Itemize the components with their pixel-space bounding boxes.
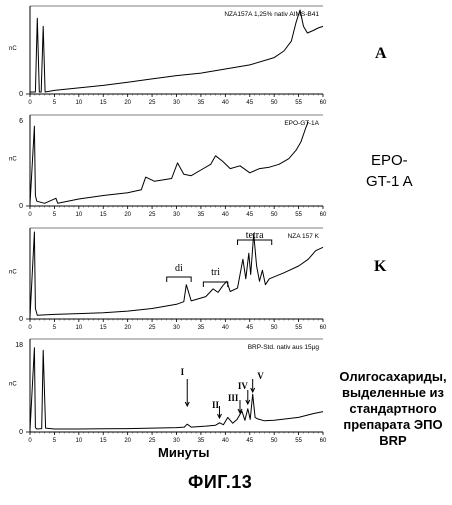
arrow-head bbox=[217, 413, 222, 420]
panel-header: NZA157A 1,25% nativ AIMS-B41 bbox=[224, 11, 319, 18]
x-tick-label: 45 bbox=[246, 100, 253, 106]
x-tick-label: 50 bbox=[271, 100, 278, 106]
panel-k-label: K bbox=[374, 258, 387, 275]
annotation-tri: tri bbox=[211, 267, 220, 278]
figure-title: ФИГ.13 bbox=[188, 472, 253, 492]
y-tick-label-zero: 0 bbox=[19, 91, 23, 98]
x-tick-label: 30 bbox=[173, 212, 180, 218]
x-tick-label: 0 bbox=[28, 100, 32, 106]
panel-1: 0 5 10 15 20 25 30 35 40 45 50 55 60 0 nC NZA157A 1,25%… bbox=[9, 5, 327, 106]
x-tick-label: 20 bbox=[124, 100, 131, 106]
x-tick-label: 55 bbox=[295, 438, 302, 444]
x-tick-label: 40 bbox=[222, 212, 229, 218]
y-unit-label: nC bbox=[9, 382, 17, 388]
x-tick-label: 15 bbox=[100, 438, 107, 444]
annotation-peak-label: III bbox=[228, 393, 239, 403]
y-unit-label: nC bbox=[9, 157, 17, 163]
x-tick-label: 5 bbox=[53, 438, 57, 444]
x-tick-label: 45 bbox=[246, 438, 253, 444]
panel-3: 0 5 10 15 20 25 30 35 40 45 50 55 60 0 nC NZA 157 K di tr… bbox=[9, 227, 327, 331]
x-tick-label: 20 bbox=[124, 438, 131, 444]
x-tick-label: 50 bbox=[271, 212, 278, 218]
x-tick-label: 60 bbox=[320, 100, 327, 106]
panel-2: 0 5 10 15 20 25 30 35 40 45 50 55 60 0 6 nC EPO-GT-1A bbox=[9, 114, 327, 218]
x-tick-label: 0 bbox=[28, 212, 32, 218]
x-tick-label: 55 bbox=[295, 325, 302, 331]
panel-header: NZA 157 K bbox=[288, 233, 320, 240]
x-tick-label: 15 bbox=[100, 212, 107, 218]
x-tick-label: 35 bbox=[198, 325, 205, 331]
panel-4: 0 5 10 15 20 25 30 35 40 45 50 55 60 0 18 nC BRP-Std. na… bbox=[9, 338, 327, 444]
x-tick-label: 40 bbox=[222, 100, 229, 106]
annotation-peak-label: II bbox=[212, 400, 220, 410]
x-tick-label: 30 bbox=[173, 325, 180, 331]
series-line bbox=[29, 231, 324, 318]
x-tick-label: 40 bbox=[222, 438, 229, 444]
arrow-head bbox=[184, 401, 190, 408]
y-tick-label-top: 6 bbox=[19, 118, 23, 125]
bracket-tetra bbox=[237, 239, 273, 245]
x-tick-label: 55 bbox=[295, 212, 302, 218]
x-tick-label: 5 bbox=[53, 325, 57, 331]
x-tick-label: 30 bbox=[173, 100, 180, 106]
x-tick-label: 50 bbox=[271, 325, 278, 331]
y-tick-label-zero: 0 bbox=[19, 203, 23, 210]
x-tick-label: 60 bbox=[320, 438, 327, 444]
panel-a-label: A bbox=[375, 45, 387, 62]
x-tick-label: 55 bbox=[295, 100, 302, 106]
x-tick-label: 60 bbox=[320, 325, 327, 331]
series-line bbox=[29, 121, 309, 205]
x-tick-label: 30 bbox=[173, 438, 180, 444]
x-tick-label: 10 bbox=[75, 438, 82, 444]
x-tick-label: 20 bbox=[124, 212, 131, 218]
annotation-peak-label: IV bbox=[238, 381, 249, 391]
y-tick-label-top: 18 bbox=[15, 342, 23, 349]
x-tick-label: 25 bbox=[149, 325, 156, 331]
annotation-di: di bbox=[175, 263, 183, 274]
x-tick-label: 15 bbox=[100, 100, 107, 106]
x-tick-label: 35 bbox=[198, 100, 205, 106]
x-tick-label: 5 bbox=[53, 212, 57, 218]
x-tick-label: 25 bbox=[149, 212, 156, 218]
series-line bbox=[30, 9, 324, 93]
x-tick-label: 10 bbox=[75, 212, 82, 218]
x-tick-label: 35 bbox=[198, 438, 205, 444]
annotation-peak-label: I bbox=[181, 367, 185, 377]
panel-d-label: Олигосахариды, выделенные из стандартног… bbox=[339, 369, 447, 448]
x-axis-label: Минуты bbox=[158, 445, 210, 460]
annotation-tetra: tetra bbox=[246, 230, 264, 241]
panel-b-label: EPO- GT-1 A bbox=[366, 152, 413, 190]
bracket-di bbox=[166, 276, 192, 282]
x-tick-label: 35 bbox=[198, 212, 205, 218]
arrow-head bbox=[245, 399, 251, 406]
y-unit-label: nC bbox=[9, 46, 17, 52]
x-tick-label: 25 bbox=[149, 438, 156, 444]
x-tick-label: 60 bbox=[320, 212, 327, 218]
x-tick-label: 0 bbox=[28, 438, 32, 444]
x-tick-label: 5 bbox=[53, 100, 57, 106]
x-tick-label: 15 bbox=[100, 325, 107, 331]
annotation-peak-label: V bbox=[257, 371, 264, 381]
x-tick-label: 0 bbox=[28, 325, 32, 331]
x-tick-label: 45 bbox=[246, 212, 253, 218]
y-tick-label-zero: 0 bbox=[19, 316, 23, 323]
panel-header: EPO-GT-1A bbox=[284, 120, 319, 127]
x-tick-label: 10 bbox=[75, 100, 82, 106]
y-tick-label-zero: 0 bbox=[19, 429, 23, 436]
x-tick-label: 40 bbox=[222, 325, 229, 331]
x-tick-label: 50 bbox=[271, 438, 278, 444]
bracket-tri bbox=[202, 281, 229, 287]
x-tick-label: 10 bbox=[75, 325, 82, 331]
x-tick-label: 25 bbox=[149, 100, 156, 106]
panel-header: BRP-Std. nativ aus 15µg bbox=[248, 344, 320, 351]
arrow-head bbox=[237, 408, 243, 415]
series-line bbox=[29, 347, 324, 431]
x-tick-label: 45 bbox=[246, 325, 253, 331]
arrow-head bbox=[250, 387, 256, 394]
y-unit-label: nC bbox=[9, 270, 17, 276]
x-tick-label: 20 bbox=[124, 325, 131, 331]
